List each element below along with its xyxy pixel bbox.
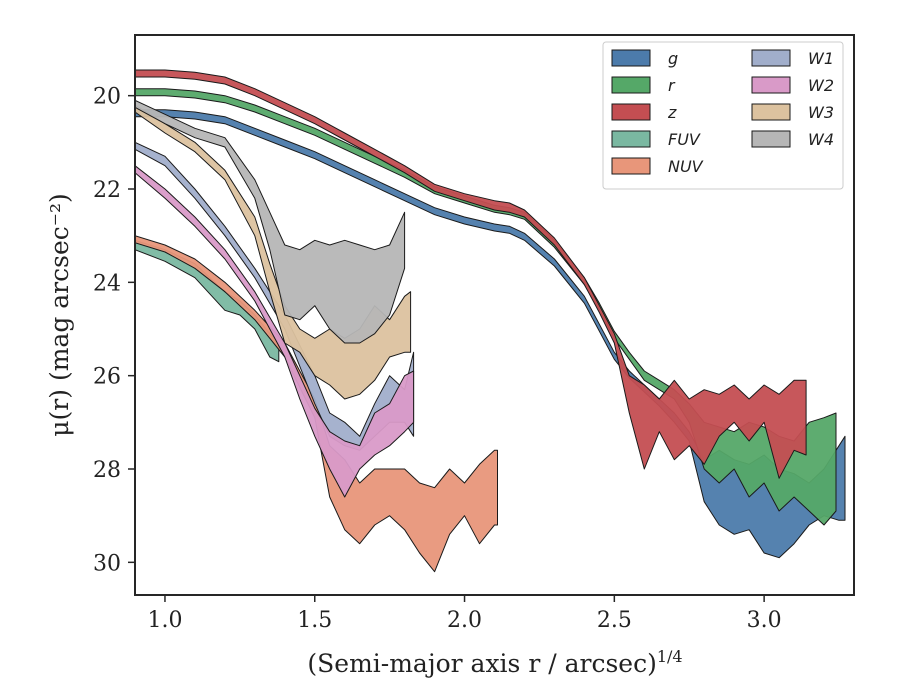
legend-label-w1: W1 bbox=[808, 49, 834, 68]
band-g bbox=[135, 109, 846, 559]
y-tick-label: 24 bbox=[93, 271, 121, 296]
legend-swatch-r bbox=[611, 76, 651, 94]
plot-frame bbox=[134, 34, 855, 596]
legend-label-fuv: FUV bbox=[668, 130, 701, 149]
x-tick-label: 3.0 bbox=[747, 608, 782, 633]
x-tick-label: 1.5 bbox=[297, 608, 332, 633]
legend-swatch-w4 bbox=[751, 130, 791, 148]
legend-swatch-w3 bbox=[751, 103, 791, 121]
y-axis: 20 22 24 26 28 30 bbox=[93, 85, 135, 576]
profile-bands bbox=[135, 69, 846, 573]
legend-swatch-w2 bbox=[751, 76, 791, 94]
legend-swatch-fuv bbox=[611, 130, 651, 148]
y-tick-label: 26 bbox=[93, 365, 121, 390]
band-w3 bbox=[135, 104, 412, 400]
legend-label-r: r bbox=[668, 76, 676, 95]
x-tick-label: 1.0 bbox=[147, 608, 182, 633]
x-axis-title: (Semi-major axis r / arcsec)1/4 bbox=[307, 647, 682, 678]
band-w4 bbox=[135, 99, 406, 344]
legend-swatch-z bbox=[611, 103, 651, 121]
y-axis-title: μ(r) (mag arcsec⁻²) bbox=[45, 193, 74, 436]
band-z bbox=[135, 69, 807, 479]
legend-label-z: z bbox=[667, 103, 677, 122]
legend-swatch-w1 bbox=[751, 49, 791, 67]
y-tick-label: 30 bbox=[93, 551, 121, 576]
legend-swatch-nuv bbox=[611, 157, 651, 175]
y-tick-label: 20 bbox=[93, 85, 121, 110]
legend-swatch-g bbox=[611, 49, 651, 67]
legend-label-w4: W4 bbox=[808, 130, 834, 149]
legend-label-g: g bbox=[668, 49, 678, 68]
x-tick-label: 2.5 bbox=[597, 608, 632, 633]
legend-label-nuv: NUV bbox=[668, 157, 704, 176]
legend: grz FUV NUV W1 W2 W3 W4 bbox=[602, 41, 844, 190]
legend-label-w2: W2 bbox=[808, 76, 834, 95]
x-tick-label: 2.0 bbox=[447, 608, 482, 633]
x-axis: 1.0 1.5 2.0 2.5 3.0 bbox=[147, 595, 782, 633]
legend-label-w3: W3 bbox=[808, 103, 834, 122]
y-tick-label: 28 bbox=[93, 458, 121, 483]
y-tick-label: 22 bbox=[93, 178, 121, 203]
